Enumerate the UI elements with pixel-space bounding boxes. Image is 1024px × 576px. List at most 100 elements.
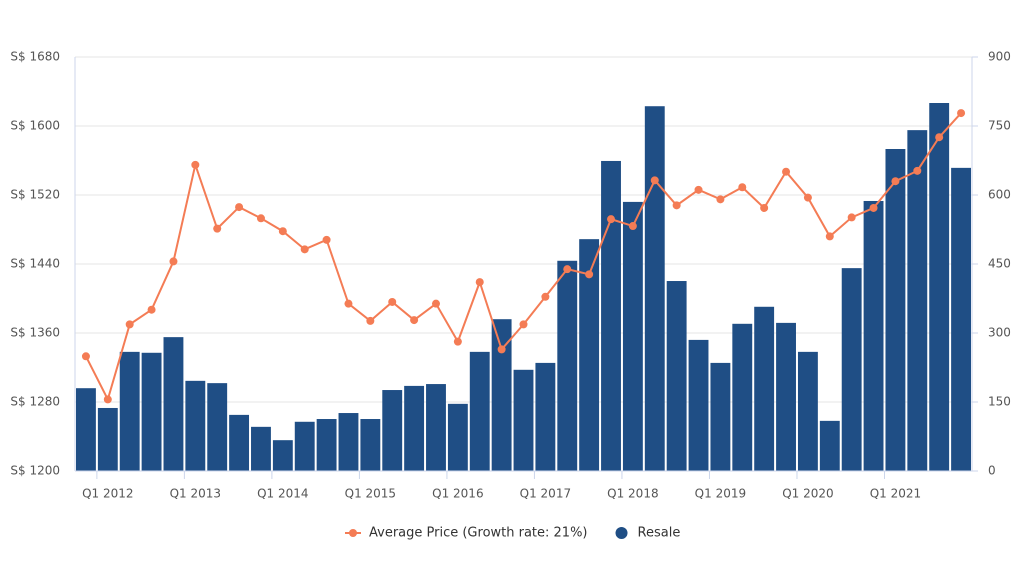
price-marker xyxy=(913,166,922,175)
price-marker xyxy=(803,193,812,202)
price-marker xyxy=(716,195,725,204)
price-marker xyxy=(103,395,112,404)
bar xyxy=(229,414,250,471)
x-tick-label: Q1 2021 xyxy=(870,487,921,501)
bar xyxy=(207,383,228,471)
bar xyxy=(557,260,578,471)
legend-label: Resale xyxy=(638,526,681,541)
price-marker xyxy=(563,265,572,274)
y2-tick-label: 600 xyxy=(988,188,1011,202)
price-marker xyxy=(278,227,287,236)
bar xyxy=(863,200,884,472)
bar xyxy=(163,337,184,471)
legend-item[interactable]: Resale xyxy=(615,526,681,541)
x-tick-label: Q1 2013 xyxy=(170,487,221,501)
price-marker xyxy=(672,201,681,210)
price-marker xyxy=(344,299,353,308)
y2-tick-label: 750 xyxy=(988,119,1011,133)
price-marker xyxy=(738,183,747,192)
price-marker xyxy=(431,299,440,308)
price-marker xyxy=(869,203,878,212)
y-tick-label: S$ 1280 xyxy=(10,395,60,409)
bar xyxy=(338,413,359,471)
bar xyxy=(797,351,818,471)
price-marker xyxy=(125,320,134,329)
price-marker xyxy=(607,215,616,224)
bar xyxy=(929,103,950,471)
bar xyxy=(644,106,665,471)
price-marker xyxy=(81,352,90,361)
y-tick-label: S$ 1680 xyxy=(10,50,60,64)
legend-symbol xyxy=(349,529,357,537)
bar xyxy=(841,268,862,471)
bar xyxy=(447,403,468,471)
y2-tick-label: 900 xyxy=(988,50,1011,64)
bar xyxy=(185,380,206,471)
price-marker xyxy=(497,345,506,354)
price-marker xyxy=(169,257,178,266)
price-marker xyxy=(891,177,900,186)
price-marker xyxy=(213,224,222,233)
bar xyxy=(907,130,928,471)
price-marker xyxy=(300,245,309,254)
bar xyxy=(382,390,403,471)
bar xyxy=(710,362,731,471)
price-marker xyxy=(322,235,331,244)
y2-tick-label: 450 xyxy=(988,257,1011,271)
bar xyxy=(469,351,490,471)
price-marker xyxy=(256,214,265,223)
bar xyxy=(579,239,600,471)
bar xyxy=(732,323,753,471)
bar xyxy=(754,306,775,471)
bar xyxy=(97,407,118,471)
price-marker xyxy=(847,213,856,222)
price-marker xyxy=(825,232,834,241)
bar xyxy=(404,385,425,471)
bar xyxy=(513,369,534,471)
y2-tick-label: 150 xyxy=(988,395,1011,409)
y-tick-label: S$ 1200 xyxy=(10,464,60,478)
bar xyxy=(688,339,709,471)
y-tick-label: S$ 1440 xyxy=(10,257,60,271)
price-marker xyxy=(147,305,156,314)
price-marker xyxy=(782,167,791,176)
price-marker xyxy=(410,316,419,325)
price-marker xyxy=(191,160,200,169)
price-marker xyxy=(235,203,244,212)
bar xyxy=(119,351,140,471)
x-tick-label: Q1 2015 xyxy=(345,487,396,501)
bar xyxy=(622,201,643,471)
bar xyxy=(272,440,293,471)
price-marker xyxy=(475,278,484,287)
price-marker xyxy=(366,316,375,325)
x-tick-label: Q1 2018 xyxy=(607,487,658,501)
bar xyxy=(666,281,687,471)
price-marker xyxy=(650,176,659,185)
price-marker xyxy=(957,109,966,118)
x-tick-label: Q1 2014 xyxy=(257,487,308,501)
y2-tick-label: 300 xyxy=(988,326,1011,340)
bar xyxy=(951,167,971,472)
y-tick-label: S$ 1520 xyxy=(10,188,60,202)
x-tick-label: Q1 2012 xyxy=(82,487,133,501)
legend-symbol xyxy=(615,527,628,539)
x-tick-label: Q1 2016 xyxy=(432,487,483,501)
y-tick-label: S$ 1600 xyxy=(10,119,60,133)
price-marker xyxy=(935,133,944,142)
bar xyxy=(141,352,162,471)
price-marker xyxy=(760,203,769,212)
legend-label: Average Price (Growth rate: 21%) xyxy=(369,526,588,541)
bar xyxy=(294,421,315,471)
legend-item[interactable]: Average Price (Growth rate: 21%) xyxy=(345,526,588,541)
price-marker xyxy=(628,222,637,231)
bar xyxy=(426,384,446,471)
bar xyxy=(76,388,96,471)
bar xyxy=(601,160,621,471)
bar xyxy=(251,426,271,471)
x-tick-label: Q1 2017 xyxy=(520,487,571,501)
bar xyxy=(819,420,840,471)
bar xyxy=(885,149,906,471)
bar xyxy=(491,319,512,471)
price-marker xyxy=(453,337,462,346)
